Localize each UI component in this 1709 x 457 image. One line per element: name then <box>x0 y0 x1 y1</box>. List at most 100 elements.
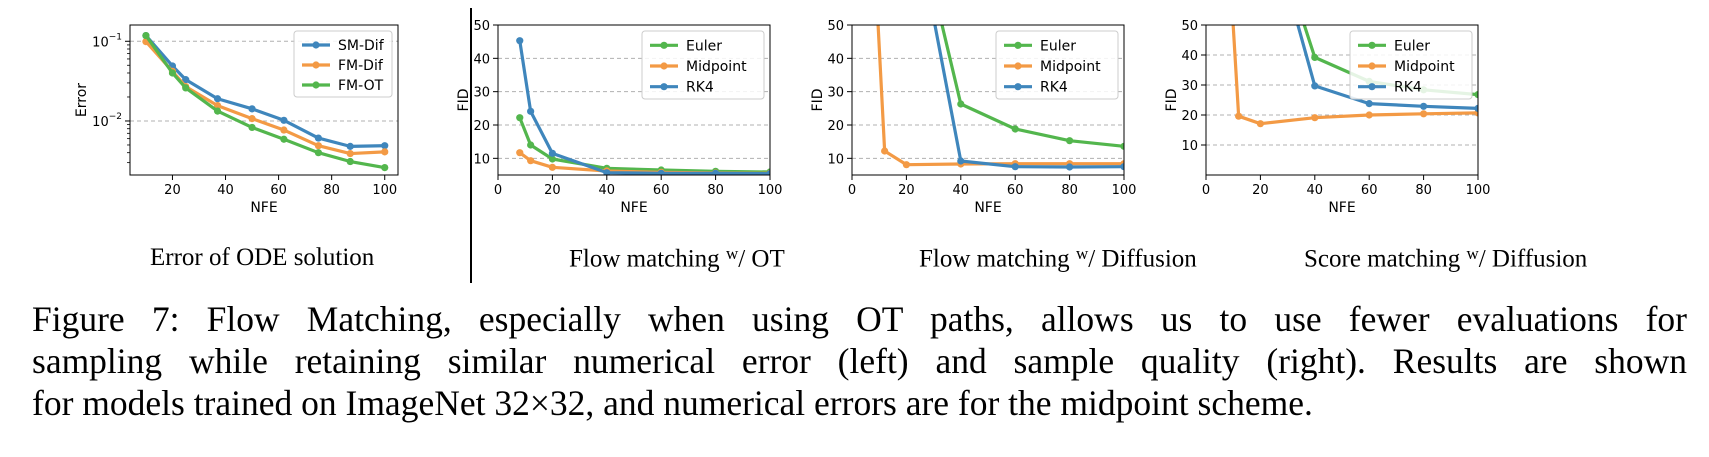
y-tick-label: 10−1 <box>92 32 122 50</box>
data-point <box>248 115 256 123</box>
subcaption-sm-dif-suffix: / Diffusion <box>1478 245 1588 273</box>
y-tick-label: 40 <box>827 52 844 67</box>
data-point <box>381 164 389 172</box>
y-tick-label: 50 <box>473 19 490 34</box>
data-point <box>712 169 720 175</box>
x-tick-label: 80 <box>323 183 340 198</box>
data-point <box>516 37 524 45</box>
y-tick-label: 50 <box>1181 19 1198 34</box>
data-point <box>142 31 150 40</box>
x-tick-label: 100 <box>1466 183 1491 198</box>
legend: Euler Midpoint RK4 <box>641 30 765 100</box>
y-tick-label: 10−2 <box>92 112 122 130</box>
legend-label: Midpoint <box>686 59 747 75</box>
x-tick-label: 100 <box>372 183 397 198</box>
y-tick-label: 20 <box>473 119 490 134</box>
x-axis-label: NFE <box>250 200 277 216</box>
x-tick-label: 20 <box>898 183 915 198</box>
data-point <box>1311 114 1319 122</box>
subcaption-error-text: Error of ODE solution <box>150 244 375 271</box>
data-point <box>280 116 288 124</box>
data-point <box>1011 163 1019 171</box>
subcaption-fm-ot-suffix: / OT <box>738 245 785 273</box>
subcaption-fm-ot-title: Flow matching <box>569 245 720 273</box>
legend-label: Midpoint <box>1040 59 1101 75</box>
data-point <box>527 141 535 149</box>
data-point <box>248 123 256 132</box>
x-tick-label: 40 <box>599 183 616 198</box>
figure-charts: 10−110−220 40 60 80 100NFEErrorSM-DifFM-DifF… <box>74 19 1491 216</box>
legend-label: Euler <box>1394 38 1430 54</box>
data-point <box>346 149 354 158</box>
y-tick-label: 30 <box>473 86 490 101</box>
x-tick-label: 40 <box>1307 183 1324 198</box>
subcaption-fm-dif: Flow matching w/ Diffusion <box>919 244 1197 274</box>
data-point <box>548 149 557 157</box>
y-tick-label: 20 <box>827 119 844 134</box>
subcaption-fm-ot-sup: w <box>725 244 739 263</box>
data-point <box>182 84 190 92</box>
chart-panel-3: 10 20 30 40 50 0 20 40 60 80 100 NFE FID Euler Midpoin… <box>810 19 1137 216</box>
plot-frame <box>497 24 771 176</box>
x-axis-label: NFE <box>620 200 647 216</box>
y-tick-label: 50 <box>827 19 844 34</box>
series-group <box>142 31 389 172</box>
x-axis-label: NFE <box>974 200 1001 216</box>
data-point <box>1011 125 1019 133</box>
legend-label: SM-Dif <box>338 38 385 54</box>
x-tick-label: 60 <box>1007 183 1024 198</box>
caption-line-1: Figure 7: Flow Matching, especially when… <box>32 299 1687 339</box>
data-point <box>1235 112 1243 120</box>
x-tick-label: 0 <box>494 183 502 198</box>
x-tick-label: 100 <box>1112 183 1137 198</box>
y-axis-label: FID <box>810 89 826 112</box>
legend-marker <box>660 83 668 91</box>
legend: Euler Midpoint RK4 <box>995 30 1119 100</box>
series-group <box>876 25 1124 171</box>
y-tick-label: 10 <box>827 152 844 167</box>
legend: Euler Midpoint RK4 <box>1349 30 1473 100</box>
data-point <box>1256 120 1264 128</box>
x-tick-label: 40 <box>217 183 234 198</box>
data-point <box>957 100 965 108</box>
x-tick-label: 40 <box>953 183 970 198</box>
x-tick-label: 80 <box>1415 183 1432 198</box>
data-point <box>1365 100 1373 108</box>
data-point <box>603 169 611 175</box>
data-point <box>1311 82 1319 90</box>
legend-label: RK4 <box>686 80 714 96</box>
legend-marker <box>1014 62 1022 70</box>
data-point <box>248 105 256 113</box>
plot-frame <box>1205 24 1479 176</box>
data-point <box>280 135 288 143</box>
data-point <box>1420 110 1428 118</box>
data-point <box>1066 137 1074 145</box>
subcaption-fm-dif-suffix: / Diffusion <box>1088 245 1197 273</box>
legend-label: FM-OT <box>338 78 384 94</box>
series-group <box>516 37 770 175</box>
x-tick-label: 80 <box>707 183 724 198</box>
plot-frame <box>851 24 1125 176</box>
caption-line-2: sampling while retaining similar numeric… <box>32 341 1687 381</box>
legend-label: RK4 <box>1394 80 1422 96</box>
data-point <box>1365 111 1373 119</box>
subcaption-fm-ot: Flow matching w/ OT <box>569 244 785 274</box>
legend-marker <box>1368 62 1376 70</box>
data-point <box>548 163 557 171</box>
x-tick-label: 80 <box>1061 183 1078 198</box>
data-point <box>213 95 222 103</box>
x-axis-label: NFE <box>1328 200 1355 216</box>
plot-frame <box>129 24 399 176</box>
y-tick-label: 10 <box>473 152 490 167</box>
chart-panel-1: 10−1 10−2 20 40 60 80 100 NFE Error SM-Dif FM-Dif F… <box>74 24 399 216</box>
y-axis-label: FID <box>1164 89 1180 112</box>
data-point <box>881 147 889 155</box>
subcaption-sm-dif: Score matching w/ Diffusion <box>1304 244 1587 274</box>
data-point <box>168 69 177 77</box>
chart-panel-4: 10 20 30 40 50 0 20 40 60 80 100 NFE FID Euler Midpoin… <box>1164 19 1491 216</box>
legend-marker <box>1014 41 1022 49</box>
series-line-euler <box>518 116 770 174</box>
legend-marker <box>312 41 320 49</box>
data-point <box>213 107 222 115</box>
x-tick-label: 0 <box>848 183 856 198</box>
